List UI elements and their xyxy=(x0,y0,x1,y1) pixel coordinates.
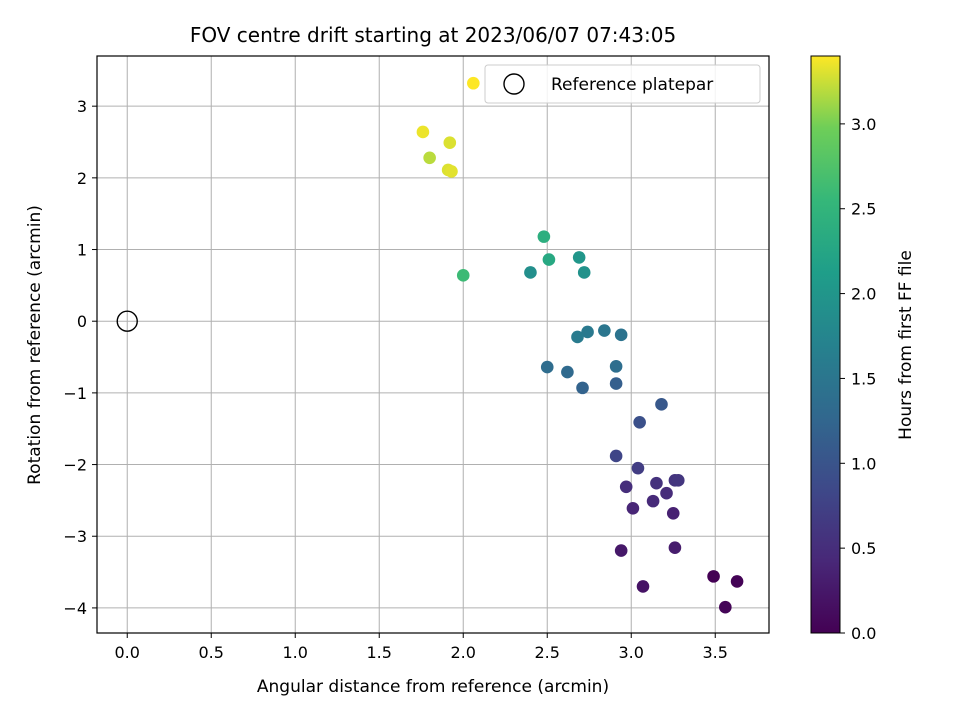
data-point xyxy=(581,325,594,339)
data-point xyxy=(540,360,554,374)
data-point xyxy=(655,398,668,411)
colorbar-label: Hours from first FF file xyxy=(896,250,916,440)
y-axis-label: Rotation from reference (arcmin) xyxy=(25,205,45,485)
data-point xyxy=(443,136,457,150)
y-tick-label: 2 xyxy=(77,169,87,188)
data-point xyxy=(609,377,623,390)
x-tick-label: 1.5 xyxy=(367,643,392,662)
legend: Reference platepar xyxy=(484,64,761,104)
data-point xyxy=(576,381,589,395)
data-point xyxy=(668,541,682,555)
x-tick-label: 2.0 xyxy=(451,643,476,662)
legend-reference-marker xyxy=(503,73,525,95)
data-point xyxy=(577,266,591,279)
x-tick-label: 2.5 xyxy=(535,643,560,662)
colorbar-tick-label: 1.5 xyxy=(851,369,876,388)
x-tick-label: 0.0 xyxy=(115,643,140,662)
data-point xyxy=(671,474,685,487)
data-point xyxy=(416,125,430,139)
colorbar-ticks: 0.0 0.5 1.0 1.5 2.0 2.5 3.0 xyxy=(840,115,876,643)
data-point xyxy=(572,251,586,264)
data-point xyxy=(666,506,680,520)
data-point xyxy=(423,151,436,165)
data-point xyxy=(561,365,574,379)
data-point xyxy=(609,449,623,463)
reference-platepar-marker xyxy=(116,310,138,332)
data-point xyxy=(542,253,556,266)
y-tick-label: 1 xyxy=(77,241,87,260)
data-point xyxy=(571,330,584,344)
x-axis-ticks: 0.0 0.5 1.0 1.5 2.0 2.5 3.0 3.5 xyxy=(115,633,728,662)
data-point xyxy=(609,360,623,373)
data-point xyxy=(660,486,673,500)
data-point xyxy=(631,461,645,475)
data-point xyxy=(707,570,720,583)
data-point xyxy=(646,494,660,508)
colorbar-tick-label: 1.0 xyxy=(851,454,876,473)
y-tick-label: 0 xyxy=(77,312,87,331)
colorbar-tick-label: 2.5 xyxy=(851,200,876,219)
x-tick-label: 3.0 xyxy=(619,643,644,662)
data-point xyxy=(730,575,744,588)
data-point xyxy=(445,165,458,178)
plot-area-frame xyxy=(96,55,770,634)
data-point xyxy=(524,266,537,279)
y-tick-label: 3 xyxy=(77,97,87,116)
data-point xyxy=(614,328,628,342)
data-point xyxy=(598,324,611,337)
data-point xyxy=(467,76,480,90)
colorbar: 0.0 0.5 1.0 1.5 2.0 2.5 3.0 Hours from first F… xyxy=(810,55,916,643)
x-tick-label: 3.5 xyxy=(703,643,728,662)
legend-label: Reference platepar xyxy=(551,75,713,95)
y-tick-label: −3 xyxy=(63,527,87,546)
grid-lines xyxy=(97,56,769,633)
data-point xyxy=(719,600,732,614)
data-point xyxy=(633,415,646,429)
colorbar-tick-label: 3.0 xyxy=(851,115,876,134)
x-axis-label: Angular distance from reference (arcmin) xyxy=(257,677,609,697)
data-point xyxy=(619,480,633,494)
x-tick-label: 1.0 xyxy=(283,643,308,662)
data-point xyxy=(537,230,551,243)
colorbar-tick-label: 0.5 xyxy=(851,539,876,558)
colorbar-gradient xyxy=(810,55,841,634)
data-point xyxy=(626,501,640,515)
y-axis-ticks: −4 −3 −2 −1 0 1 2 3 xyxy=(63,97,97,618)
y-tick-label: −2 xyxy=(63,456,87,475)
data-point xyxy=(650,476,663,490)
legend-box xyxy=(484,64,761,104)
colorbar-tick-label: 2.0 xyxy=(851,285,876,304)
y-tick-label: −4 xyxy=(63,599,87,618)
chart-title: FOV centre drift starting at 2023/06/07 … xyxy=(190,23,676,47)
y-tick-label: −1 xyxy=(63,384,87,403)
data-point xyxy=(636,580,650,593)
data-point xyxy=(456,269,470,282)
colorbar-tick-label: 0.0 xyxy=(851,624,876,643)
reference-marker-group xyxy=(116,310,138,332)
x-tick-label: 0.5 xyxy=(199,643,224,662)
data-points xyxy=(416,76,744,614)
data-point xyxy=(614,544,628,557)
